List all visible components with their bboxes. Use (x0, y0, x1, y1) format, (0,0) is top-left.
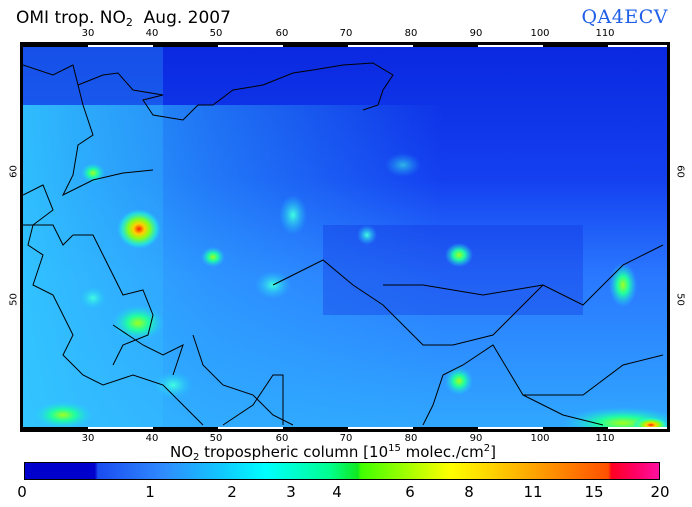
colorbar-tick: 8 (464, 483, 474, 501)
colorbar-tick: 3 (286, 483, 296, 501)
colorbar (24, 462, 660, 480)
colorbar-label: NO2 tropospheric column [1015 molec./cm2… (170, 443, 496, 463)
x-tick-top: 100 (530, 28, 550, 39)
x-tick-bottom: 90 (469, 433, 483, 444)
no2-heatmap (23, 45, 667, 429)
x-tick-bottom: 40 (145, 433, 159, 444)
y-tick-left: 50 (8, 293, 20, 306)
x-tick-top: 40 (145, 28, 159, 39)
title-subscript: 2 (125, 16, 133, 29)
x-tick-bottom: 70 (339, 433, 353, 444)
cb-label-text: tropospheric column [10 (199, 443, 389, 461)
y-tick-left: 60 (8, 165, 20, 178)
x-tick-bottom: 100 (530, 433, 550, 444)
colorbar-tick: 1 (145, 483, 155, 501)
cb-label-sub: 2 (193, 452, 200, 463)
map-panel (20, 42, 670, 432)
x-tick-bottom: 50 (209, 433, 223, 444)
cb-label-sup: 2 (483, 443, 491, 454)
colorbar-tick: 0 (17, 483, 27, 501)
x-tick-top: 90 (469, 28, 483, 39)
title-text: OMI trop. NO (16, 8, 126, 28)
cb-label-text: molec./cm (400, 443, 484, 461)
colorbar-tick: 2 (227, 483, 237, 501)
chart-title: OMI trop. NO2 Aug. 2007 (16, 8, 231, 29)
colorbar-tick: 15 (584, 483, 604, 501)
x-tick-top: 30 (81, 28, 95, 39)
x-tick-top: 80 (404, 28, 418, 39)
colorbar-tick: 4 (332, 483, 342, 501)
x-tick-top: 110 (595, 28, 615, 39)
cb-label-text: ] (490, 443, 496, 461)
x-tick-top: 60 (275, 28, 289, 39)
cb-label-text: NO (170, 443, 194, 461)
colorbar-tick: 11 (523, 483, 543, 501)
x-tick-bottom: 110 (595, 433, 615, 444)
top-axis-bar (23, 45, 667, 47)
colorbar-tick: 6 (405, 483, 415, 501)
cb-label-sup: 15 (388, 443, 401, 454)
title-date: Aug. 2007 (132, 8, 231, 28)
y-tick-right: 50 (674, 293, 686, 306)
x-tick-top: 50 (209, 28, 223, 39)
brand-label: QA4ECV (581, 6, 668, 28)
x-tick-bottom: 60 (275, 433, 289, 444)
x-tick-bottom: 80 (404, 433, 418, 444)
y-tick-right: 60 (674, 165, 686, 178)
x-tick-bottom: 30 (81, 433, 95, 444)
x-tick-top: 70 (339, 28, 353, 39)
colorbar-tick: 20 (650, 483, 670, 501)
bottom-axis-bar (23, 427, 667, 429)
